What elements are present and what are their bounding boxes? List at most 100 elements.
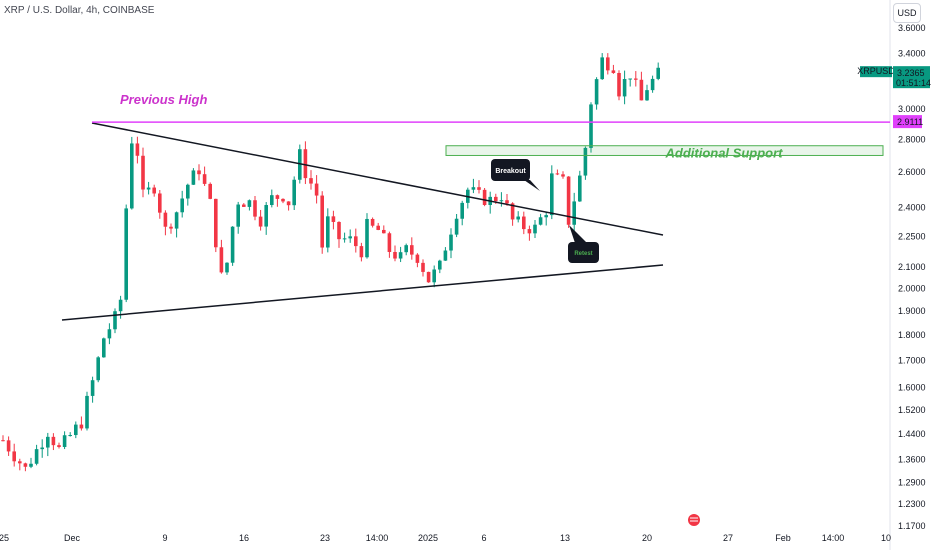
candle-body <box>146 187 151 190</box>
candle-body <box>303 149 308 179</box>
candle-body <box>247 200 252 207</box>
candle-body <box>566 176 571 225</box>
bar-countdown: 01:51:14 <box>896 78 931 88</box>
candle-body <box>74 424 78 436</box>
candle-body <box>135 143 140 156</box>
x-tick-label: 9 <box>162 533 167 543</box>
candle-body <box>639 79 644 101</box>
candle-body <box>410 245 414 255</box>
x-tick-label: Dec <box>64 533 81 543</box>
symbol-tag <box>860 66 892 78</box>
candle-body <box>477 187 481 190</box>
candle-body <box>600 57 604 80</box>
candle-body <box>555 173 560 175</box>
candle-body <box>510 203 515 220</box>
last-price-value: 3.2365 <box>897 68 925 78</box>
candle-body <box>275 195 280 199</box>
y-tick-label: 2.2500 <box>898 231 926 241</box>
candle-body <box>286 201 291 206</box>
y-tick-label: 1.8000 <box>898 330 926 340</box>
candle-body <box>230 226 235 263</box>
candle-body <box>449 234 453 251</box>
candle-body <box>68 435 72 437</box>
candle-body <box>544 215 548 218</box>
candle-body <box>354 236 358 247</box>
candle-body <box>158 193 162 213</box>
x-tick-label: 6 <box>481 533 486 543</box>
candle-body <box>628 78 632 80</box>
candle-body <box>365 218 369 258</box>
candle-body <box>107 329 112 339</box>
candle-body <box>6 440 11 452</box>
candle-body <box>169 226 173 229</box>
candle-body <box>415 254 420 263</box>
candle-body <box>533 224 537 234</box>
candle-body <box>611 70 616 73</box>
candle-body <box>471 187 476 190</box>
candles <box>1 53 660 472</box>
x-tick-label: 23 <box>320 533 330 543</box>
candle-body <box>622 79 627 97</box>
candle-body <box>29 463 33 467</box>
x-tick-label: 13 <box>560 533 570 543</box>
candle-body <box>62 435 67 447</box>
candle-body <box>617 72 621 97</box>
y-tick-label: 1.9000 <box>898 306 926 316</box>
y-tick-label: 3.6000 <box>898 23 926 33</box>
candle-body <box>219 247 224 273</box>
y-tick-label: 1.1700 <box>898 521 926 531</box>
y-tick-label: 3.4000 <box>898 48 926 58</box>
y-tick-label: 1.7000 <box>898 355 926 365</box>
candle-body <box>191 170 196 185</box>
candle-body <box>583 147 588 176</box>
retest-label: Retest <box>574 251 592 257</box>
candle-body <box>404 245 408 253</box>
candle-body <box>90 380 95 396</box>
candle-body <box>96 357 100 381</box>
candle-body <box>309 178 313 184</box>
level-price-value: 2.9111 <box>897 117 923 127</box>
candle-body <box>186 184 190 199</box>
candle-body <box>454 218 459 235</box>
candle-body <box>421 262 425 272</box>
candle-body <box>174 212 179 229</box>
candle-body <box>578 175 582 202</box>
candle-body <box>113 311 117 330</box>
candle-body <box>130 143 134 209</box>
candle-body <box>516 216 520 220</box>
candle-body <box>634 78 638 80</box>
y-tick-label: 3.0000 <box>898 104 926 114</box>
candle-body <box>225 262 229 273</box>
candle-body <box>1 440 5 442</box>
candle-body <box>359 246 364 258</box>
candle-body <box>180 198 184 213</box>
candle-body <box>34 449 39 464</box>
candle-body <box>258 216 263 227</box>
chart-title: XRP / U.S. Dollar, 4h, COINBASE <box>4 5 155 16</box>
candle-body <box>102 338 106 358</box>
candle-body <box>337 221 341 240</box>
y-tick-label: 1.5200 <box>898 405 926 415</box>
candle-body <box>398 252 403 259</box>
y-tick-label: 2.1000 <box>898 262 926 272</box>
candle-body <box>589 104 593 148</box>
candle-body <box>594 79 599 105</box>
y-tick-label: 1.2900 <box>898 478 926 488</box>
retest-callout <box>568 242 599 263</box>
candle-body <box>382 229 386 234</box>
candle-body <box>426 271 431 283</box>
y-tick-label: 1.4400 <box>898 429 926 439</box>
y-tick-label: 1.3600 <box>898 454 926 464</box>
y-tick-label: 2.0000 <box>898 283 926 293</box>
candle-body <box>18 461 22 464</box>
x-tick-label: 20 <box>642 533 652 543</box>
upper-trendline <box>91 122 664 236</box>
candle-body <box>12 451 16 462</box>
candle-body <box>236 204 240 227</box>
candle-body <box>494 196 498 202</box>
candle-body <box>432 269 436 283</box>
currency-button[interactable]: USD <box>893 3 921 23</box>
candle-body <box>342 238 347 240</box>
candle-body <box>214 198 218 248</box>
